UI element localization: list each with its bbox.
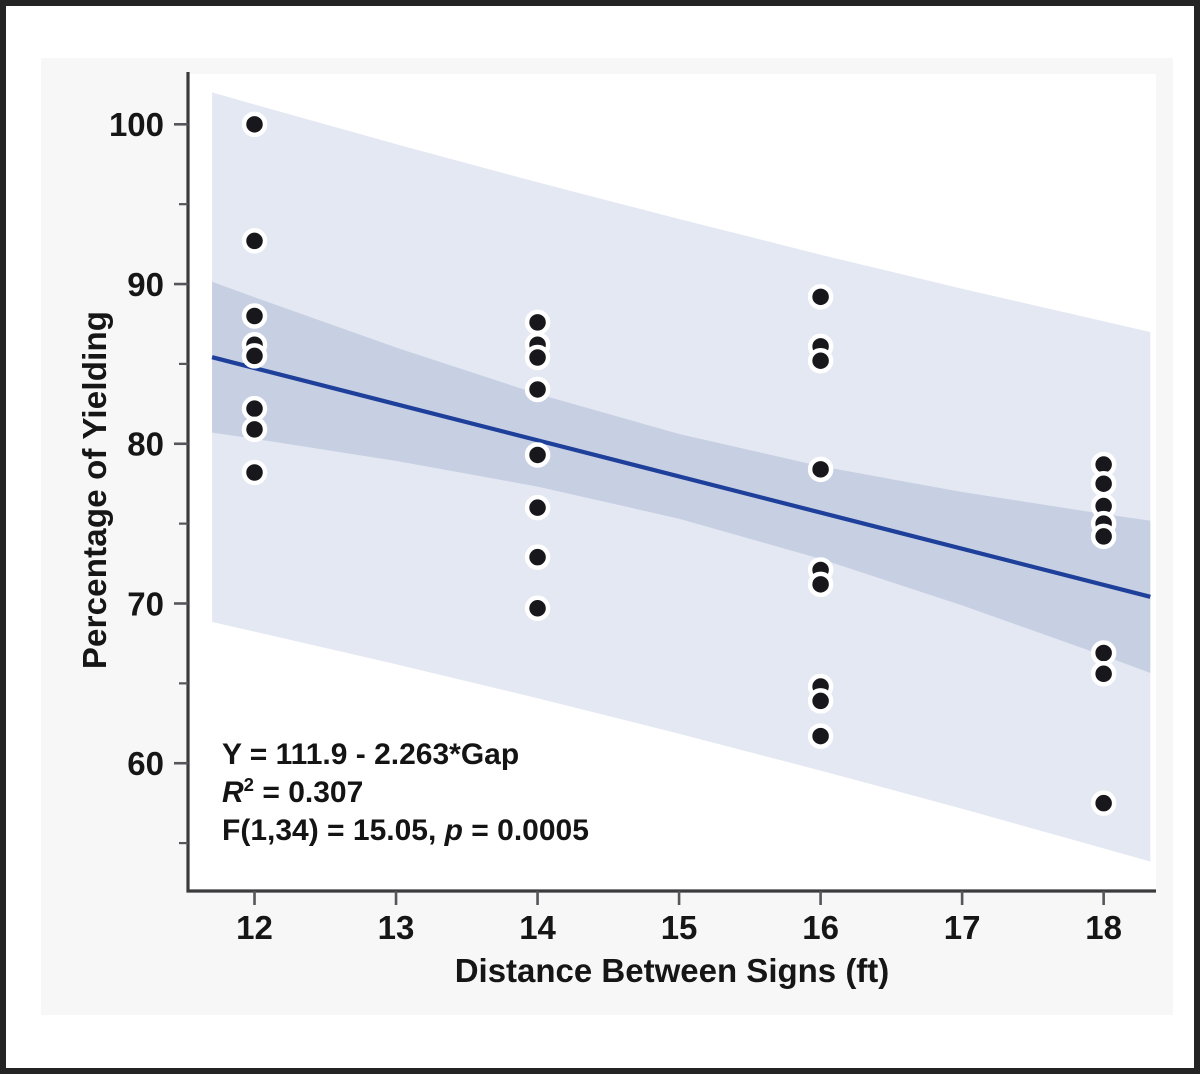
data-point — [241, 459, 268, 486]
f-test-line: F(1,34) = 15.05, p = 0.0005 — [222, 812, 589, 850]
data-point — [524, 442, 551, 468]
data-point — [524, 544, 551, 570]
y-tick-label: 60 — [127, 745, 164, 782]
data-point — [1090, 523, 1117, 550]
data-point — [807, 284, 834, 310]
data-point — [524, 376, 551, 403]
p-symbol: p — [444, 814, 463, 847]
x-tick-label: 18 — [1085, 909, 1122, 946]
x-tick-label: 14 — [519, 909, 556, 946]
data-point — [1090, 640, 1117, 666]
regression-annotation: Y = 111.9 - 2.263*Gap R2 = 0.307 F(1,34)… — [222, 736, 589, 850]
p-value: = 0.0005 — [462, 814, 589, 847]
data-point — [524, 344, 551, 371]
data-point — [807, 571, 834, 598]
data-point — [1090, 790, 1117, 816]
data-point — [241, 343, 268, 369]
f-statistic: F(1,34) = 15.05, — [222, 814, 445, 847]
r-symbol: R — [222, 776, 244, 809]
data-point — [1090, 470, 1117, 497]
y-axis-title: Percentage of Yielding — [76, 310, 113, 670]
data-point — [524, 595, 551, 622]
data-point — [807, 688, 834, 714]
data-point — [807, 347, 834, 374]
regression-line — [211, 355, 1151, 599]
data-point — [241, 395, 268, 422]
r-squared-line: R2 = 0.307 — [222, 774, 589, 812]
data-point — [524, 494, 551, 521]
r-value: = 0.307 — [254, 776, 364, 809]
data-point — [241, 303, 268, 329]
y-tick-label: 90 — [127, 266, 164, 303]
x-tick-label: 15 — [661, 909, 698, 946]
data-point — [807, 456, 834, 483]
x-tick-label: 17 — [944, 909, 981, 946]
data-point — [807, 723, 834, 749]
scatter-plot: 60 70 80 90 100 12 13 14 15 16 17 18 — [109, 72, 1156, 946]
r-superscript: 2 — [243, 774, 255, 795]
x-tick-label: 13 — [378, 909, 415, 946]
data-point — [241, 228, 268, 254]
y-tick-label: 80 — [127, 426, 164, 463]
x-tick-label: 12 — [236, 909, 273, 946]
x-tick-label: 16 — [802, 909, 839, 946]
data-point — [241, 416, 268, 443]
data-point — [241, 111, 268, 138]
data-point — [524, 309, 551, 336]
y-tick-label: 100 — [109, 106, 164, 143]
y-tick-label: 70 — [127, 585, 164, 622]
equation-line: Y = 111.9 - 2.263*Gap — [222, 738, 520, 771]
x-axis-title: Distance Between Signs (ft) — [454, 952, 890, 989]
data-point — [1090, 661, 1117, 687]
